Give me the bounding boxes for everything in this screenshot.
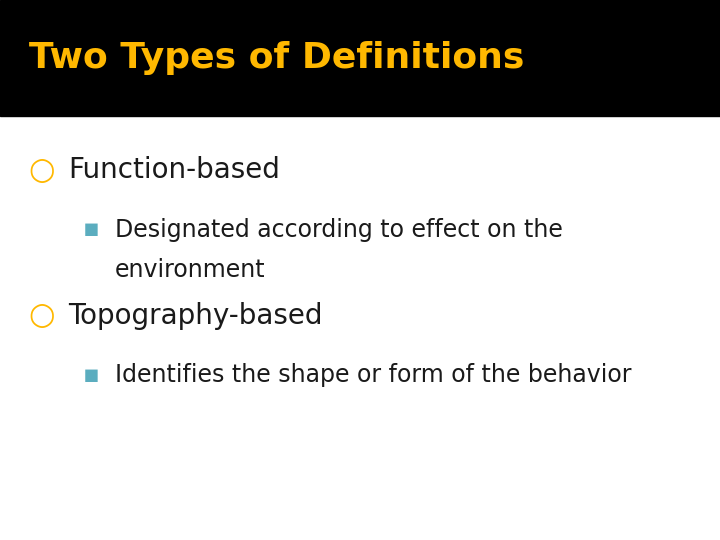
Text: Identifies the shape or form of the behavior: Identifies the shape or form of the beha… (115, 363, 631, 387)
Text: Topography-based: Topography-based (68, 302, 323, 330)
Text: Function-based: Function-based (68, 156, 280, 184)
Text: ▪: ▪ (83, 363, 100, 387)
Text: ▪: ▪ (83, 218, 100, 241)
Text: ○: ○ (29, 301, 55, 330)
Text: Two Types of Definitions: Two Types of Definitions (29, 41, 524, 75)
Bar (0, 0, 720, 116)
Text: environment: environment (115, 258, 266, 282)
Text: Designated according to effect on the: Designated according to effect on the (115, 218, 563, 241)
Text: ○: ○ (29, 156, 55, 185)
